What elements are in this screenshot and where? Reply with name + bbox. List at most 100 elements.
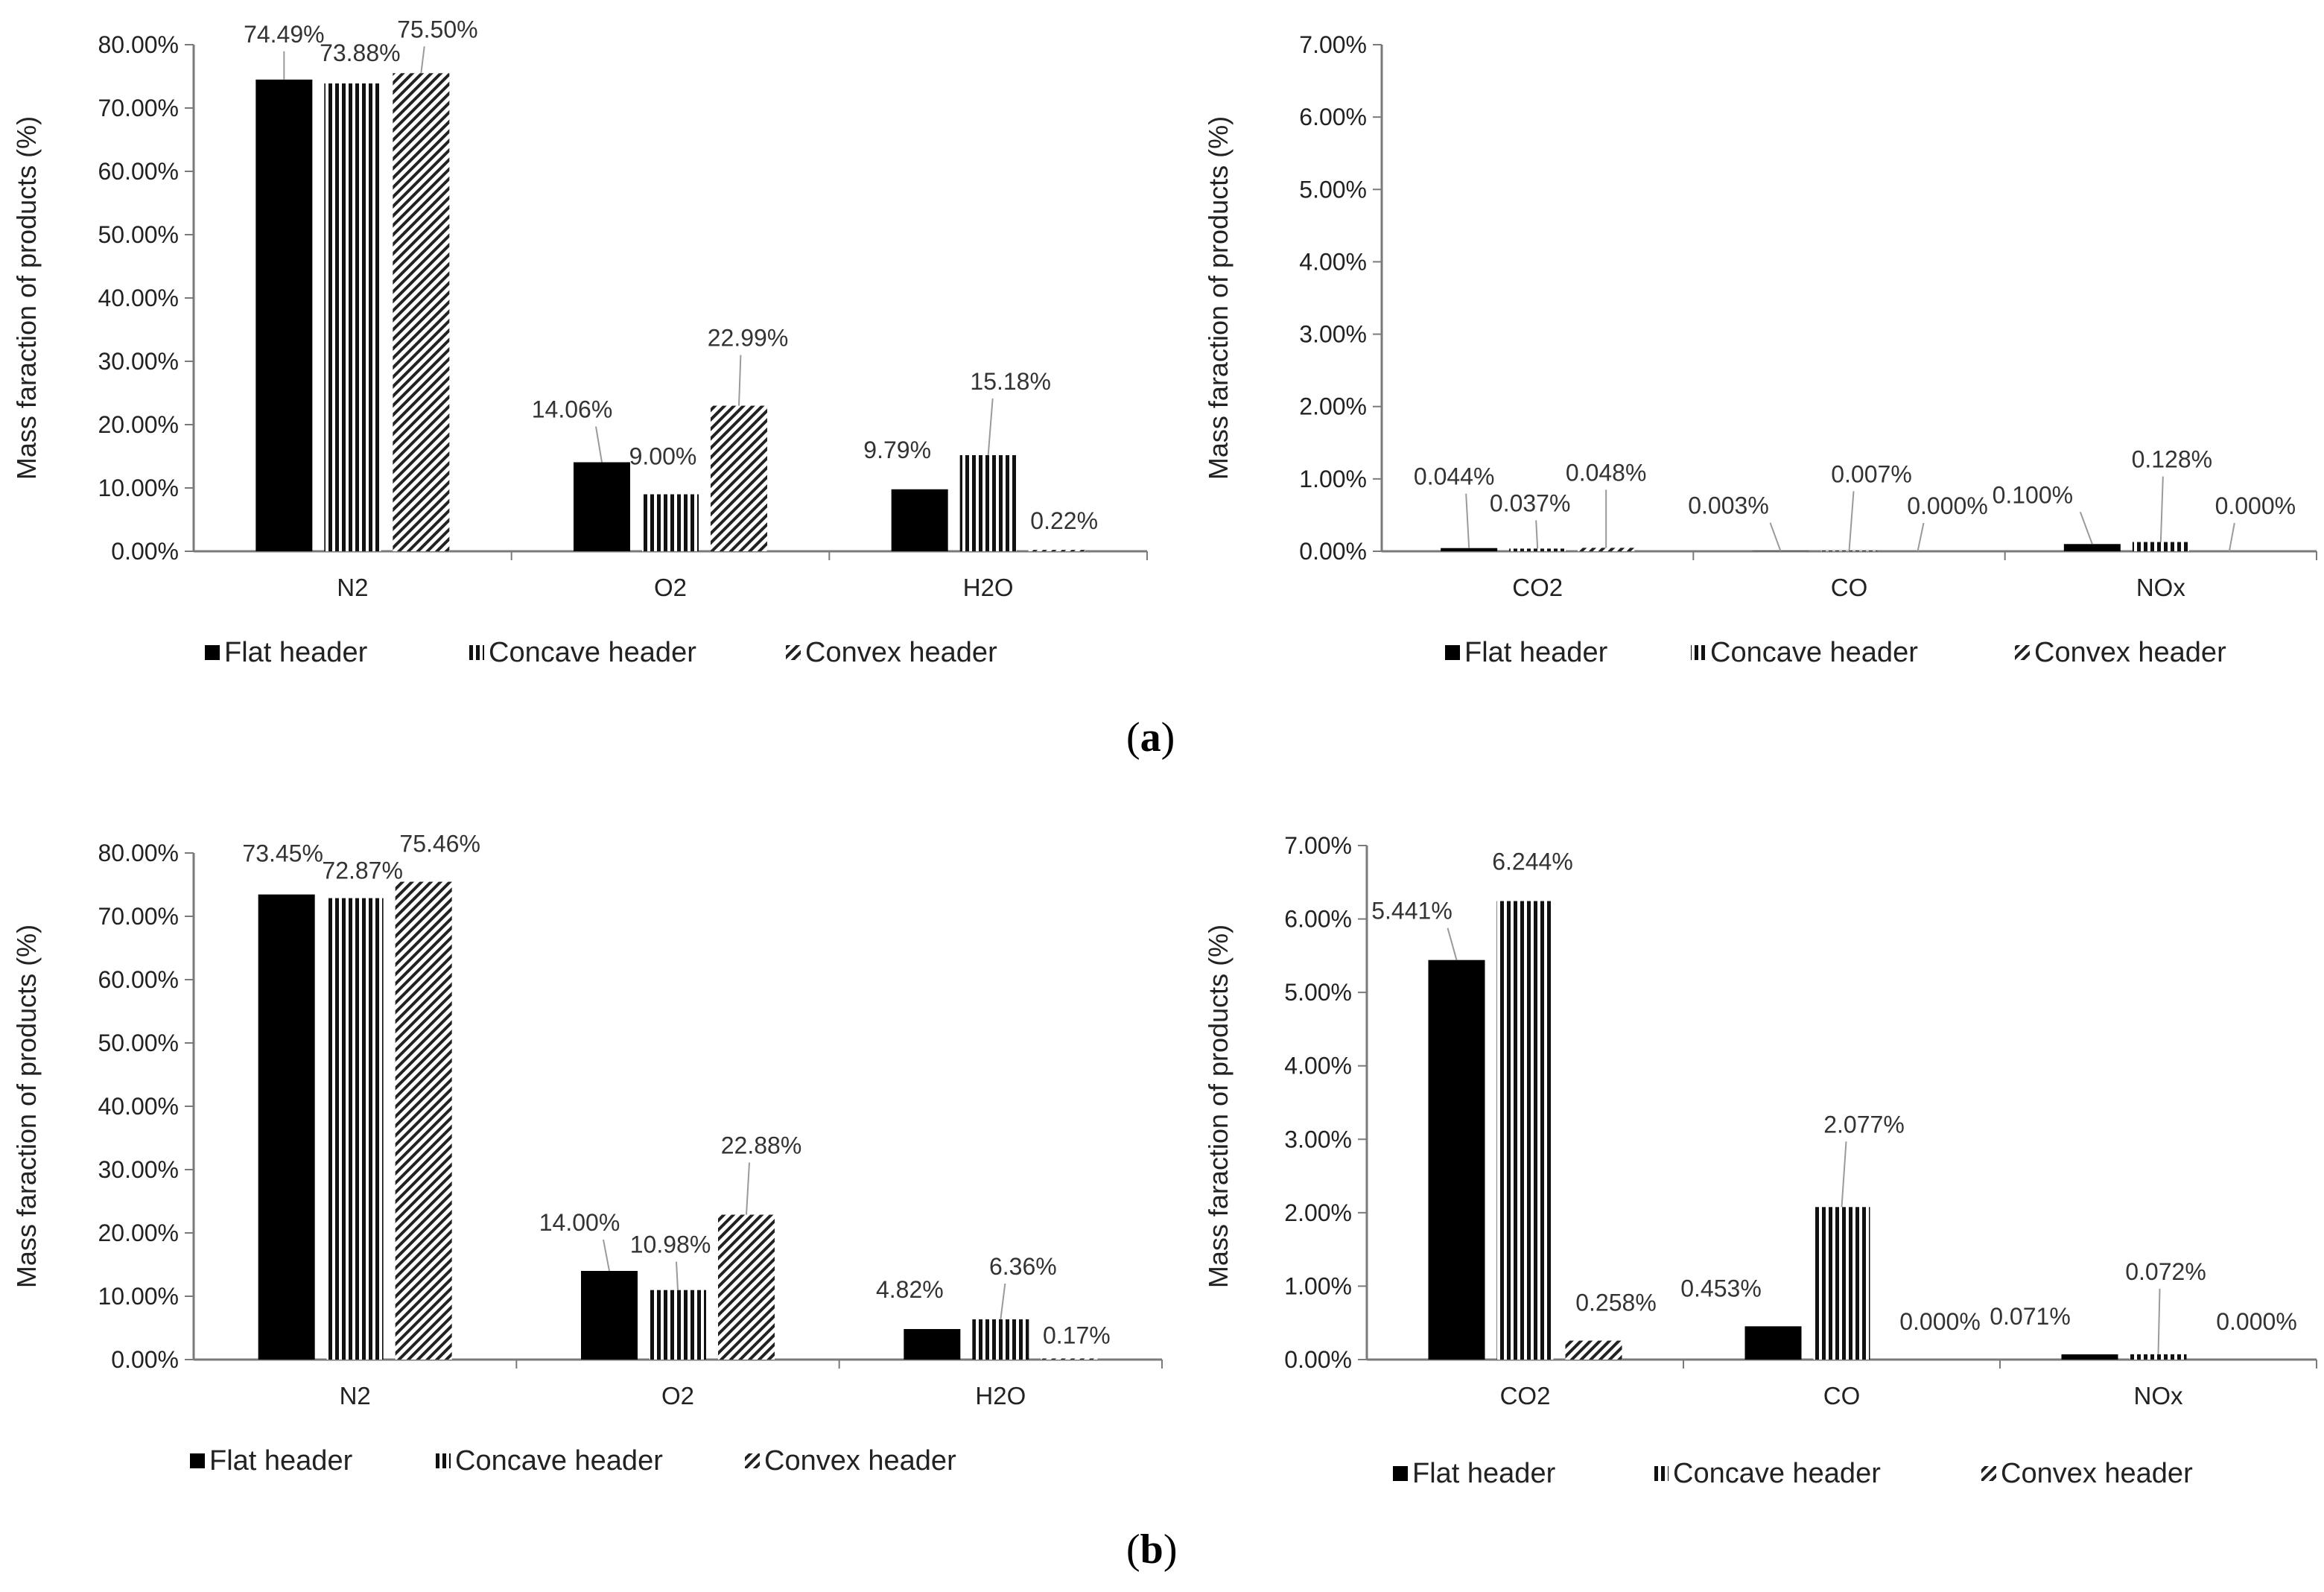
legend-label-2: Concave header	[455, 1445, 663, 1477]
legend-swatch-1	[1393, 1466, 1408, 1481]
data-label: 9.00%	[629, 443, 697, 470]
bar-co2-series-1	[1441, 548, 1498, 551]
legend-label-2: Concave header	[1710, 637, 1918, 668]
bar-nox-series-1	[2063, 544, 2121, 551]
data-label-leader	[738, 355, 742, 406]
data-label-leader	[1917, 522, 1925, 552]
chart-a-right: 0.00% 1.00% 2.00% 3.00% 4.00% 5.00% 6.00% 7.00%…	[1203, 31, 2317, 668]
category-label-n2: N2	[340, 1382, 371, 1409]
y-tick-label: 60.00%	[98, 966, 179, 993]
bar-h2o-series-1	[891, 489, 948, 551]
bar-co2-series-3	[1565, 1340, 1622, 1360]
data-label: 0.000%	[2215, 492, 2296, 519]
category-label-nox: NOx	[2136, 574, 2186, 601]
data-label: 72.87%	[322, 857, 403, 884]
legend-swatch-3	[1981, 1466, 1996, 1481]
y-tick-label: 50.00%	[98, 221, 179, 248]
bar-nox-series-1	[2061, 1354, 2118, 1360]
data-label-leader	[1848, 491, 1855, 551]
bar-h2o-series-3	[1041, 1358, 1098, 1360]
data-label-leader	[2228, 522, 2235, 552]
legend-swatch-2	[1691, 645, 1706, 660]
y-tick-label: 20.00%	[98, 1220, 179, 1246]
data-label: 0.071%	[1990, 1303, 2071, 1330]
y-tick-label: 70.00%	[98, 903, 179, 930]
bar-h2o-series-1	[904, 1329, 961, 1360]
y-tick-label: 10.00%	[98, 475, 179, 501]
bar-o2-series-3	[711, 405, 767, 551]
y-tick-label: 30.00%	[98, 348, 179, 375]
y-tick-label: 60.00%	[98, 158, 179, 185]
category-label-o2: O2	[654, 574, 687, 601]
data-label: 4.82%	[876, 1276, 944, 1303]
bar-n2-series-3	[395, 881, 452, 1360]
y-tick-label: 2.00%	[1284, 1199, 1352, 1226]
data-label-leader	[1447, 927, 1458, 960]
legend-label-2: Concave header	[489, 637, 696, 668]
bar-h2o-series-2	[972, 1319, 1029, 1360]
y-tick-label: 6.00%	[1284, 906, 1352, 933]
chart-b-left: 0.00% 10.00% 20.00% 30.00% 40.00% 50.00% 60.00…	[11, 831, 1163, 1477]
bar-nox-series-2	[2132, 542, 2189, 551]
bar-o2-series-3	[718, 1214, 775, 1360]
data-label-leader	[2079, 511, 2093, 545]
chart-b-right: 0.00% 1.00% 2.00% 3.00% 4.00% 5.00% 6.00% 7.00%…	[1203, 832, 2317, 1489]
data-label: 0.258%	[1575, 1290, 1657, 1316]
data-label: 74.49%	[244, 21, 325, 48]
panel-label-b: (b)	[1126, 1526, 1178, 1573]
bar-o2-series-1	[574, 462, 630, 551]
y-tick-label: 40.00%	[98, 285, 179, 311]
y-tick-label: 80.00%	[98, 840, 179, 866]
y-tick-label: 7.00%	[1284, 832, 1352, 859]
legend-label-1: Flat header	[209, 1445, 353, 1477]
y-axis-label: Mass faraction of products (%)	[1203, 925, 1234, 1288]
chart-a-left: 0.00% 10.00% 20.00% 30.00% 40.00% 50.00% 60.00…	[11, 16, 1148, 668]
legend-swatch-3	[745, 1453, 760, 1468]
legend-swatch-2	[469, 645, 484, 660]
panel-label-a: (a)	[1126, 714, 1175, 761]
data-label: 73.88%	[320, 39, 401, 66]
data-label: 0.100%	[1993, 481, 2074, 508]
y-tick-label: 80.00%	[98, 31, 179, 58]
bar-n2-series-1	[255, 79, 313, 551]
data-label: 22.99%	[708, 325, 789, 352]
data-label: 2.077%	[1823, 1111, 1905, 1138]
data-label: 10.98%	[630, 1231, 711, 1258]
y-tick-label: 4.00%	[1299, 248, 1367, 275]
data-label: 0.003%	[1688, 492, 1769, 519]
bar-co2-series-2	[1509, 548, 1566, 551]
bar-o2-series-2	[650, 1290, 706, 1360]
bar-co2-series-1	[1428, 960, 1485, 1360]
legend-swatch-1	[190, 1453, 205, 1468]
category-label-co2: CO2	[1500, 1382, 1551, 1409]
data-label-leader	[1769, 522, 1782, 552]
y-tick-label: 0.00%	[111, 1346, 179, 1373]
data-label: 15.18%	[970, 368, 1051, 395]
y-tick-label: 1.00%	[1299, 466, 1367, 492]
category-label-h2o: H2O	[963, 574, 1014, 601]
y-axis-label: Mass faraction of products (%)	[11, 116, 42, 480]
bar-co2-series-3	[1578, 548, 1635, 551]
data-label: 75.50%	[397, 16, 478, 42]
legend-label-3: Convex header	[805, 637, 997, 668]
data-label: 0.048%	[1566, 459, 1647, 486]
y-tick-label: 1.00%	[1284, 1272, 1352, 1299]
legend-label-3: Convex header	[764, 1445, 956, 1477]
bar-n2-series-1	[258, 894, 315, 1360]
data-label: 0.072%	[2125, 1258, 2206, 1285]
data-label-leader	[746, 1162, 750, 1215]
y-axis-label: Mass faraction of products (%)	[1203, 116, 1234, 480]
data-label: 0.17%	[1043, 1322, 1111, 1349]
legend-label-1: Flat header	[224, 637, 368, 668]
y-tick-label: 6.00%	[1299, 104, 1367, 130]
bar-co-series-2	[1813, 1207, 1870, 1360]
legend-swatch-3	[2015, 645, 2030, 660]
panel-label-b-letter: b	[1140, 1526, 1163, 1573]
y-tick-label: 0.00%	[1284, 1346, 1352, 1373]
data-label-leader	[2157, 1288, 2161, 1354]
panel-label-a-letter: a	[1140, 714, 1161, 761]
category-label-o2: O2	[661, 1382, 694, 1409]
bar-n2-series-2	[326, 898, 384, 1360]
bar-co2-series-2	[1496, 901, 1554, 1360]
data-label: 0.453%	[1680, 1275, 1762, 1301]
